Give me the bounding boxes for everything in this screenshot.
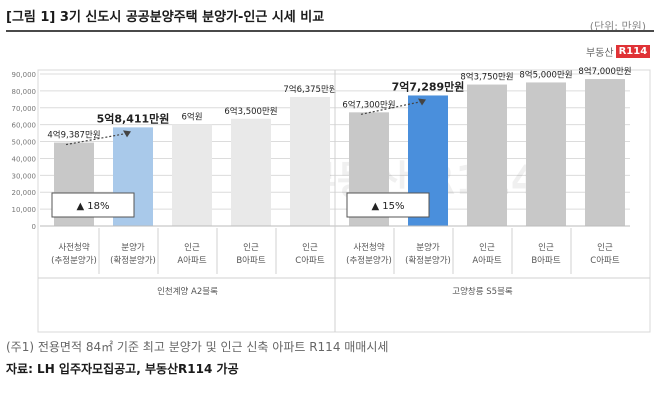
x-tick-label: (확정분양가) [405,255,451,266]
x-tick-label: A아파트 [472,255,501,266]
unit-label: (단위: 만원) [589,20,646,33]
x-tick-label: 인근 [184,242,200,253]
group-label: 인천계양 A2블록 [157,286,218,297]
y-tick-label: 10,000 [12,206,37,214]
x-tick-label: C아파트 [590,255,620,266]
y-tick-label: 70,000 [12,105,37,113]
increase-box [51,192,135,218]
data-label: 8억3,750만원 [460,72,513,83]
x-tick-label: C아파트 [295,255,325,266]
plot-frame [37,69,651,333]
data-label: 6억3,500만원 [224,106,277,117]
x-tick-label: 인근 [597,242,613,253]
logo-mark: R114 [615,45,651,58]
y-axis: 0 10,000 20,000 30,000 40,000 50,000 60,000 70,… [12,71,37,231]
y-tick-label: 40,000 [12,155,37,163]
bar [585,79,625,226]
x-tick-label: 분양가 [416,242,440,253]
bar [231,118,271,226]
chart-title: [그림 1] 3기 신도시 공공분양주택 분양가-인근 시세 비교 [6,10,325,25]
data-label: 4억9,387만원 [47,130,100,141]
y-tick-label: 80,000 [12,88,37,96]
increase-label: ▲ 18% [76,201,109,212]
group-labels: 인천계양 A2블록 고양창릉 S5블록 [157,70,513,332]
data-label: 7억6,375만원 [283,84,336,95]
footnote: (주1) 전용면적 84㎡ 기준 최고 분양가 및 인근 신축 아파트 R114… [6,340,389,354]
brand-logo: 부동산 R114 [586,44,651,59]
data-labels: 4억9,387만원 5억8,411만원 6억원 6억3,500만원 7억6,375만원 6… [47,66,631,141]
y-tick-label: 60,000 [12,122,37,130]
increase-label: ▲ 15% [371,201,404,212]
increase-annotations: ▲ 18% ▲ 15% [51,98,430,218]
bar-chart: 0 10,000 20,000 30,000 40,000 50,000 60,000 70,… [12,66,651,333]
x-tick-label: 사전청약 [58,242,89,253]
increase-box [346,192,430,218]
x-tick-label: B아파트 [236,255,265,266]
bar [467,84,507,226]
y-tick-label: 30,000 [12,172,37,180]
bar [172,124,212,226]
data-label: 7억7,289만원 [392,79,465,93]
data-label: 6억원 [181,112,202,123]
x-tick-label: 인근 [538,242,554,253]
logo-text: 부동산 [586,48,614,59]
x-tick-label: 인근 [479,242,495,253]
source-note: 자료: LH 입주자모집공고, 부동산R114 가공 [6,362,239,376]
data-label: 6억7,300만원 [342,99,395,110]
title-rule [6,30,654,32]
x-tick-label: 인근 [243,242,259,253]
y-tick-label: 50,000 [12,139,37,147]
data-label: 8억5,000만원 [519,69,572,80]
x-tick-label: B아파트 [531,255,560,266]
x-tick-label: 사전청약 [353,242,384,253]
y-tick-label: 20,000 [12,189,37,197]
x-tick-label: (확정분양가) [110,255,156,266]
x-tick-label: 인근 [302,242,318,253]
y-tick-label: 90,000 [12,71,37,79]
increase-arrow-head [123,130,131,138]
increase-arrow-head [418,98,426,106]
x-tick-label: 분양가 [121,242,145,253]
group-label: 고양창릉 S5블록 [452,286,513,297]
x-axis: 사전청약 (추정분양가) 분양가 (확정분양가) 인근 A아파트 인근 B아파트 인근 C아파트 사… [38,225,650,279]
data-label: 8억7,000만원 [578,66,631,77]
data-label: 5억8,411만원 [97,111,170,125]
bars [54,79,625,226]
bar [290,97,330,226]
x-tick-label: A아파트 [177,255,206,266]
y-tick-label: 0 [32,223,36,231]
bar [526,82,566,226]
x-tick-label: (추정분양가) [346,255,392,266]
x-tick-label: (추정분양가) [51,255,97,266]
